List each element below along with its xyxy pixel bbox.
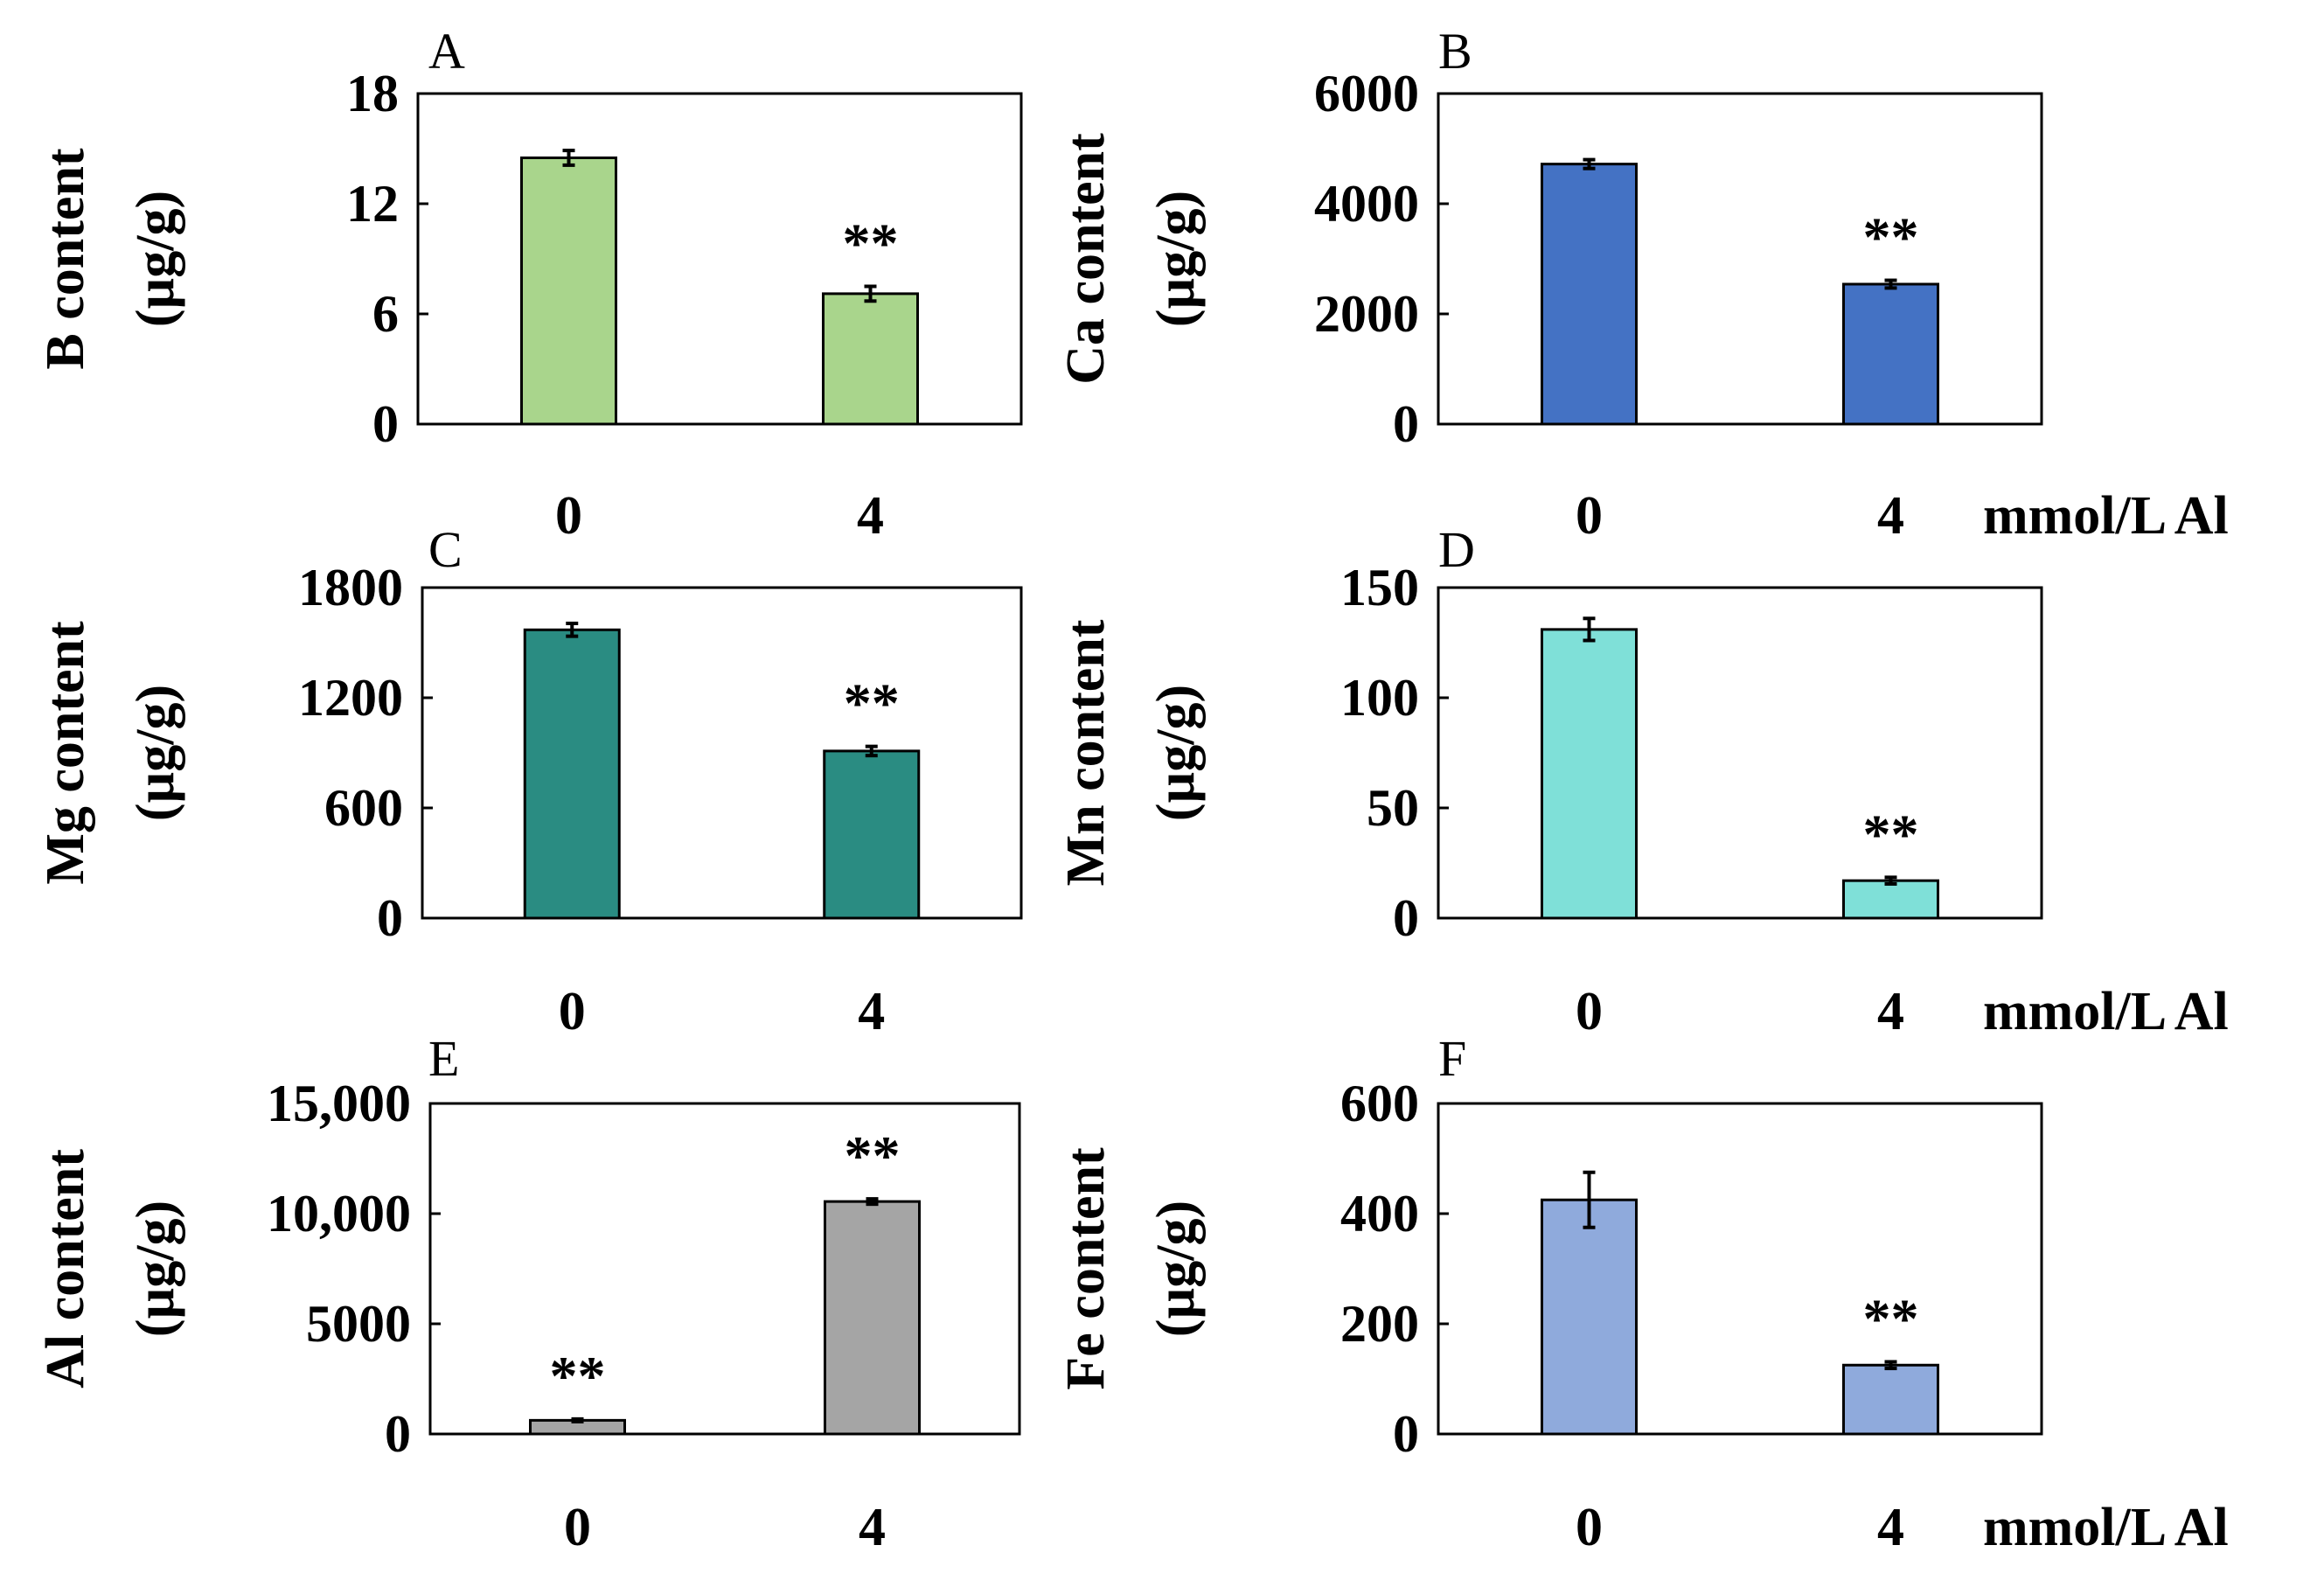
y-tick-label: 10,000 [267,1185,411,1242]
x-tick-label: 0 [1576,982,1603,1041]
y-axis-unit-label: (µg/g) [1146,191,1206,327]
panel-label: C [428,521,463,578]
bar [824,1200,921,1436]
plot-frame [1437,1102,2043,1436]
x-tick-label: 4 [859,1498,886,1557]
panel-label: A [428,23,465,80]
panel-c: C 0 600 1200 1800 Mg content (µg/g) 0 ** 4 [36,521,1023,1041]
bar [523,628,621,920]
y-axis-label: Ca content [1056,133,1116,385]
y-tick-label: 200 [1340,1295,1419,1353]
significance-marker: ** [844,672,900,734]
y-tick-label: 600 [1340,1075,1419,1132]
significance-marker: ** [843,212,899,275]
bar [520,157,617,426]
plot-frame [428,1102,1021,1436]
panel-label: B [1438,23,1472,80]
x-tick-label: 0 [555,486,582,546]
y-tick-label: 150 [1340,559,1419,616]
bar [1541,163,1638,426]
panel-f: F 0 200 400 600 Fe content (µg/g) 0 ** 4 mmol/L Al [1056,1030,2229,1557]
y-tick-label: 6 [372,285,399,343]
x-tick-label: 0 [564,1498,591,1557]
y-tick-label: 1800 [298,559,403,616]
y-axis-label: Al content [36,1149,95,1389]
panel-e: E 0 5000 10,000 15,000 Al content (µg/g) ** 0 ** 4 [36,1030,1021,1557]
x-tick-label: 4 [1877,982,1904,1041]
significance-marker: ** [1863,803,1919,865]
y-tick-label: 100 [1340,669,1419,727]
y-tick-label: 5000 [306,1295,411,1353]
y-tick-label: 0 [1393,395,1419,453]
y-tick-label: 1200 [298,669,403,727]
y-axis-unit-label: (µg/g) [126,1201,185,1337]
panel-label: D [1438,521,1475,578]
significance-marker: ** [550,1345,606,1407]
y-axis-label: Fe content [1056,1147,1116,1390]
y-axis-unit-label: (µg/g) [1146,685,1206,821]
y-tick-label: 4000 [1314,175,1419,233]
y-tick-label: 0 [377,889,403,947]
x-tick-label: 4 [857,486,884,546]
y-tick-label: 600 [324,779,403,837]
y-axis-label: Mn content [1056,619,1116,886]
y-axis-unit-label: (µg/g) [1146,1201,1206,1337]
x-tick-label: 0 [1576,486,1603,546]
y-tick-label: 6000 [1314,65,1419,122]
x-axis-unit-label: mmol/L Al [1983,1498,2229,1557]
panel-b: B 0 2000 4000 6000 Ca content (µg/g) 0 ** 4 mmol/L… [1056,23,2229,546]
x-tick-label: 0 [559,982,586,1041]
panel-label: E [428,1030,459,1087]
y-tick-label: 50 [1367,779,1419,837]
y-tick-label: 18 [346,65,399,122]
significance-marker: ** [845,1124,901,1187]
y-tick-label: 12 [346,175,399,233]
plot-frame [421,586,1023,920]
y-axis-unit-label: (µg/g) [126,685,185,821]
y-axis-label: B content [36,148,95,370]
panel-a: A 0 6 12 18 B content (µg/g) 0 ** 4 [36,23,1023,546]
bar [823,749,921,920]
x-axis-unit-label: mmol/L Al [1983,982,2229,1041]
significance-marker: ** [1863,1287,1919,1349]
bar [822,292,919,426]
x-tick-label: 4 [858,982,885,1041]
panel-label: F [1438,1030,1466,1087]
x-tick-label: 0 [1576,1498,1603,1557]
plot-frame [1437,92,2043,426]
bar [1541,628,1638,920]
bar [1842,879,1939,920]
bar [1842,1363,1939,1436]
y-tick-label: 2000 [1314,285,1419,343]
x-tick-label: 4 [1877,486,1904,546]
y-axis-unit-label: (µg/g) [126,191,185,327]
y-tick-label: 15,000 [267,1075,411,1132]
bar [1541,1198,1638,1436]
significance-marker: ** [1863,206,1919,268]
y-tick-label: 400 [1340,1185,1419,1242]
plot-frame [416,92,1023,426]
plot-frame [1437,586,2043,920]
y-axis-label: Mg content [36,621,95,885]
y-tick-label: 0 [372,395,399,453]
panel-d: D 0 50 100 150 Mn content (µg/g) 0 ** 4 mmol/L Al [1056,521,2229,1041]
y-tick-label: 0 [1393,1405,1419,1463]
bar [1842,282,1939,426]
x-tick-label: 4 [1877,1498,1904,1557]
x-axis-unit-label: mmol/L Al [1983,486,2229,546]
y-tick-label: 0 [1393,889,1419,947]
y-tick-label: 0 [385,1405,411,1463]
